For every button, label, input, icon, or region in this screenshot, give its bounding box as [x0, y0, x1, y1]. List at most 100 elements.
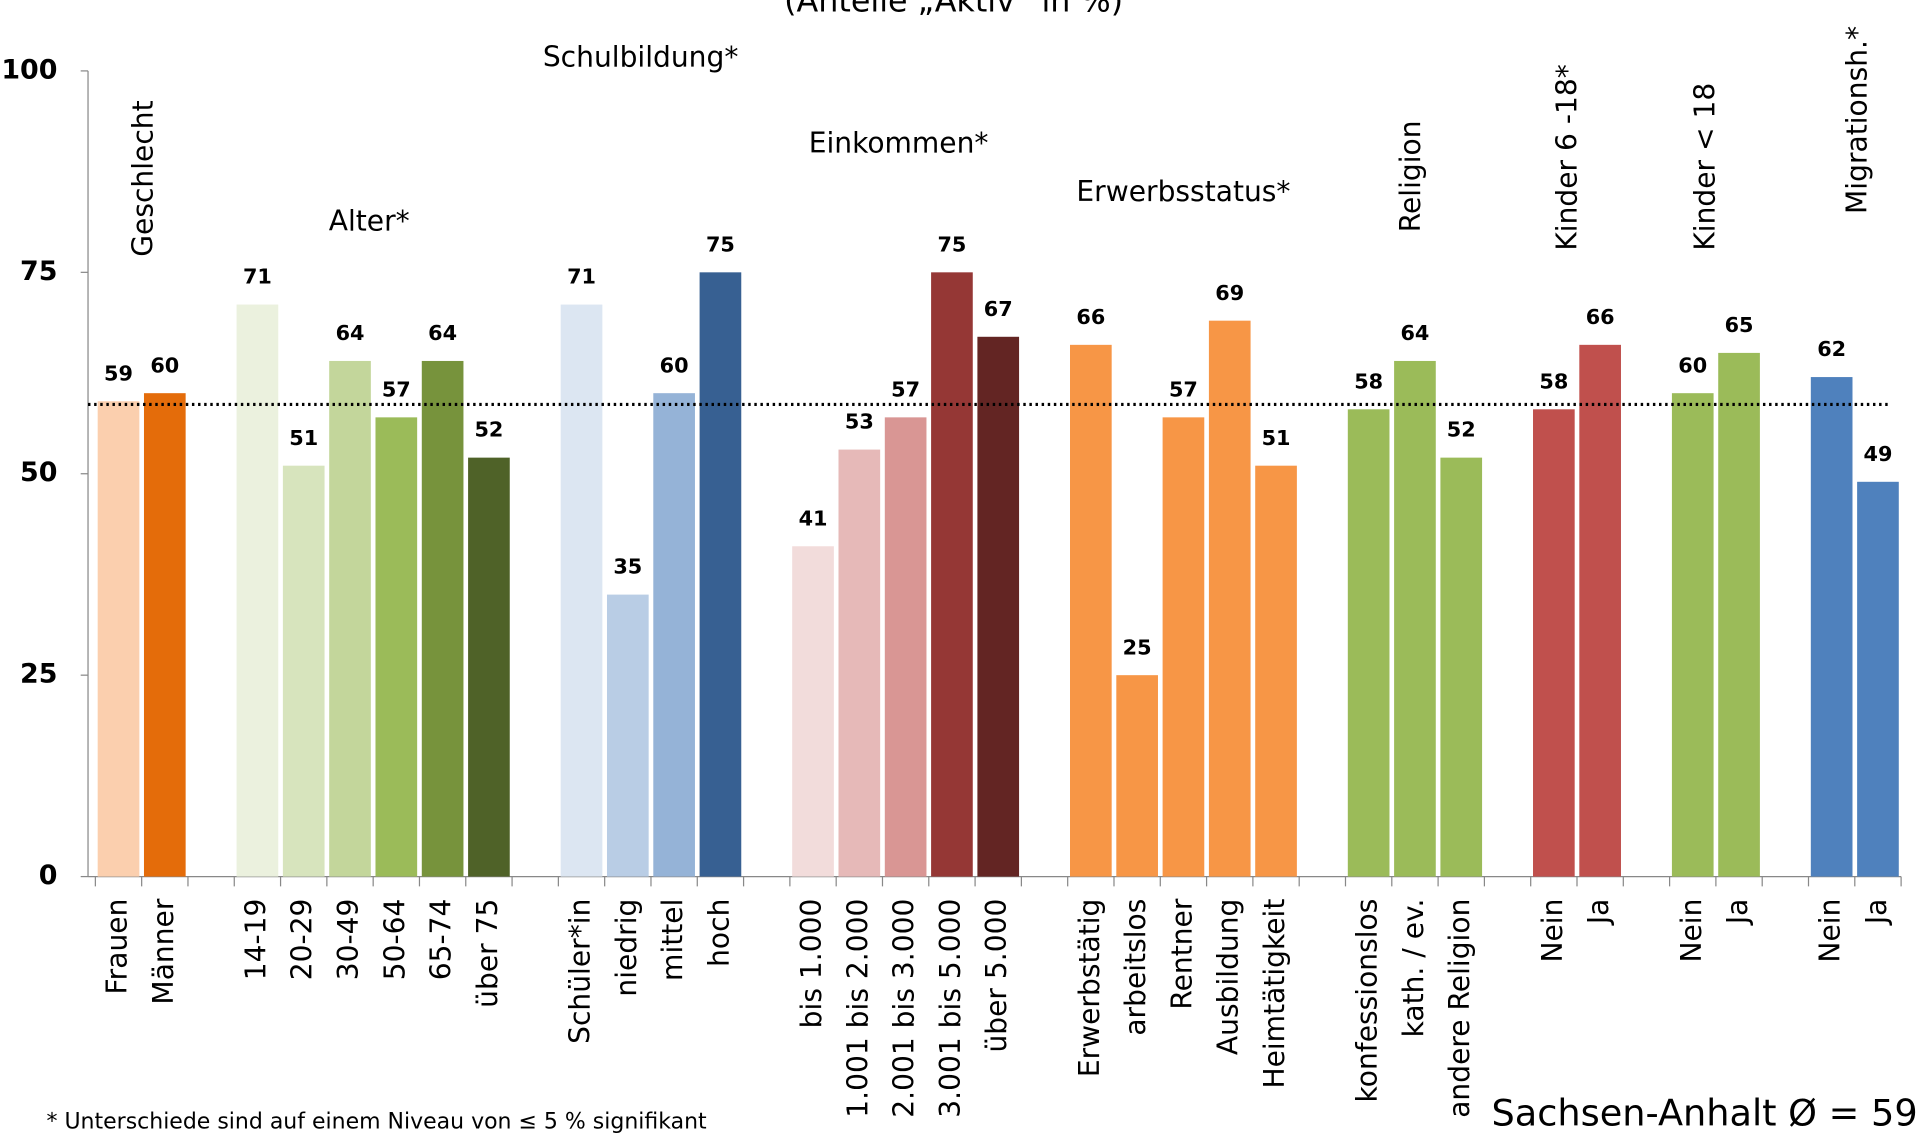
bar	[468, 457, 510, 877]
group-label: Schulbildung*	[543, 41, 739, 74]
bar	[1116, 675, 1158, 877]
bar	[1162, 417, 1205, 877]
x-tick-label: Frauen	[101, 899, 134, 995]
x-tick-label: über 75	[471, 899, 504, 1008]
value-label: 57	[891, 377, 920, 401]
x-tick-label: 1.001 bis 2.000	[841, 899, 874, 1118]
bar	[884, 417, 927, 877]
bar	[1810, 377, 1853, 877]
value-label: 64	[428, 321, 457, 345]
x-tick-label: Schüler*in	[564, 899, 597, 1044]
bar	[1394, 360, 1436, 877]
bar	[1718, 352, 1760, 877]
value-label: 57	[382, 377, 411, 401]
x-tick-label: kath. / ev.	[1397, 899, 1430, 1038]
group-label: Migrationsh.*	[1840, 26, 1873, 214]
bar	[1440, 457, 1483, 877]
x-tick-label: Rentner	[1165, 898, 1198, 1010]
value-label: 66	[1076, 305, 1105, 329]
value-label: 64	[1400, 321, 1429, 345]
x-tick-label: über 5.000	[980, 899, 1013, 1053]
value-label: 71	[567, 265, 596, 289]
bar	[1255, 465, 1297, 877]
footnote: * Unterschiede sind auf einem Niveau von…	[46, 1109, 707, 1134]
value-label: 57	[1169, 377, 1198, 401]
x-tick-label: arbeitslos	[1119, 899, 1152, 1036]
bar	[792, 546, 834, 877]
bar	[1579, 344, 1621, 877]
value-label: 60	[1678, 353, 1707, 377]
bar	[931, 272, 973, 877]
group-label: Einkommen*	[809, 126, 989, 159]
x-tick-label: 2.001 bis 3.000	[888, 899, 921, 1118]
bar	[1347, 409, 1390, 877]
bar	[606, 594, 649, 877]
x-tick-label: 20-29	[286, 899, 319, 981]
value-label: 64	[336, 321, 365, 345]
value-label: 53	[845, 410, 874, 434]
bar	[1070, 344, 1112, 877]
bar	[560, 304, 603, 877]
x-tick-label: Erwerbstätig	[1073, 899, 1106, 1078]
average-label: Sachsen-Anhalt Ø = 59 %	[1492, 1091, 1917, 1134]
bar	[1671, 393, 1714, 877]
x-tick-label: Heimtätigkeit	[1258, 899, 1291, 1089]
value-label: 58	[1354, 369, 1383, 393]
value-label: 35	[613, 555, 642, 579]
value-label: 51	[289, 426, 318, 450]
y-tick-label: 75	[20, 256, 57, 287]
bar	[421, 360, 464, 877]
group-label: Kinder < 18	[1689, 83, 1722, 251]
bar	[375, 417, 418, 877]
bar	[97, 401, 140, 877]
chart-subtitle: (Anteile „Aktiv“ in %)	[784, 0, 1123, 19]
bar	[236, 304, 279, 877]
value-label: 71	[243, 265, 272, 289]
x-tick-label: Ja	[1582, 899, 1615, 927]
x-tick-label: Ja	[1860, 899, 1893, 927]
bar	[699, 272, 742, 877]
x-tick-label: bis 1.000	[795, 899, 828, 1029]
x-tick-label: 3.001 bis 5.000	[934, 899, 967, 1118]
value-label: 75	[937, 232, 966, 256]
x-tick-label: 65-74	[425, 899, 458, 981]
value-label: 41	[799, 506, 828, 530]
group-label: Alter*	[329, 205, 410, 238]
value-label: 60	[150, 353, 179, 377]
value-label: 51	[1262, 426, 1291, 450]
value-label: 60	[660, 353, 689, 377]
y-tick-label: 100	[1, 54, 57, 85]
group-label: Religion	[1394, 120, 1427, 232]
x-tick-label: Nein	[1675, 899, 1708, 963]
bar	[282, 465, 325, 877]
value-label: 58	[1539, 369, 1568, 393]
bar	[329, 360, 371, 877]
x-tick-label: Männer	[147, 898, 180, 1004]
bar	[977, 336, 1020, 877]
value-label: 69	[1215, 281, 1244, 305]
bar	[838, 449, 881, 877]
bar	[1533, 409, 1575, 877]
x-tick-label: konfessionslos	[1351, 899, 1384, 1103]
group-label: Kinder 6 -18*	[1551, 64, 1584, 250]
x-tick-label: Nein	[1536, 899, 1569, 963]
value-label: 49	[1864, 442, 1893, 466]
value-label: 25	[1123, 635, 1152, 659]
x-tick-label: niedrig	[610, 899, 643, 997]
bar	[143, 393, 186, 877]
x-tick-label: Ja	[1721, 899, 1754, 927]
bar	[1857, 481, 1899, 877]
bar	[1208, 320, 1251, 877]
y-tick-label: 50	[20, 457, 57, 488]
value-label: 52	[474, 418, 503, 442]
x-tick-label: Nein	[1814, 899, 1847, 963]
x-tick-label: 30-49	[332, 899, 365, 981]
x-tick-label: mittel	[656, 899, 689, 981]
value-label: 65	[1725, 313, 1754, 337]
x-tick-label: 14-19	[239, 899, 272, 981]
value-label: 52	[1447, 418, 1476, 442]
y-tick-label: 25	[20, 659, 57, 690]
bar	[653, 393, 695, 877]
x-tick-label: Ausbildung	[1212, 899, 1245, 1055]
